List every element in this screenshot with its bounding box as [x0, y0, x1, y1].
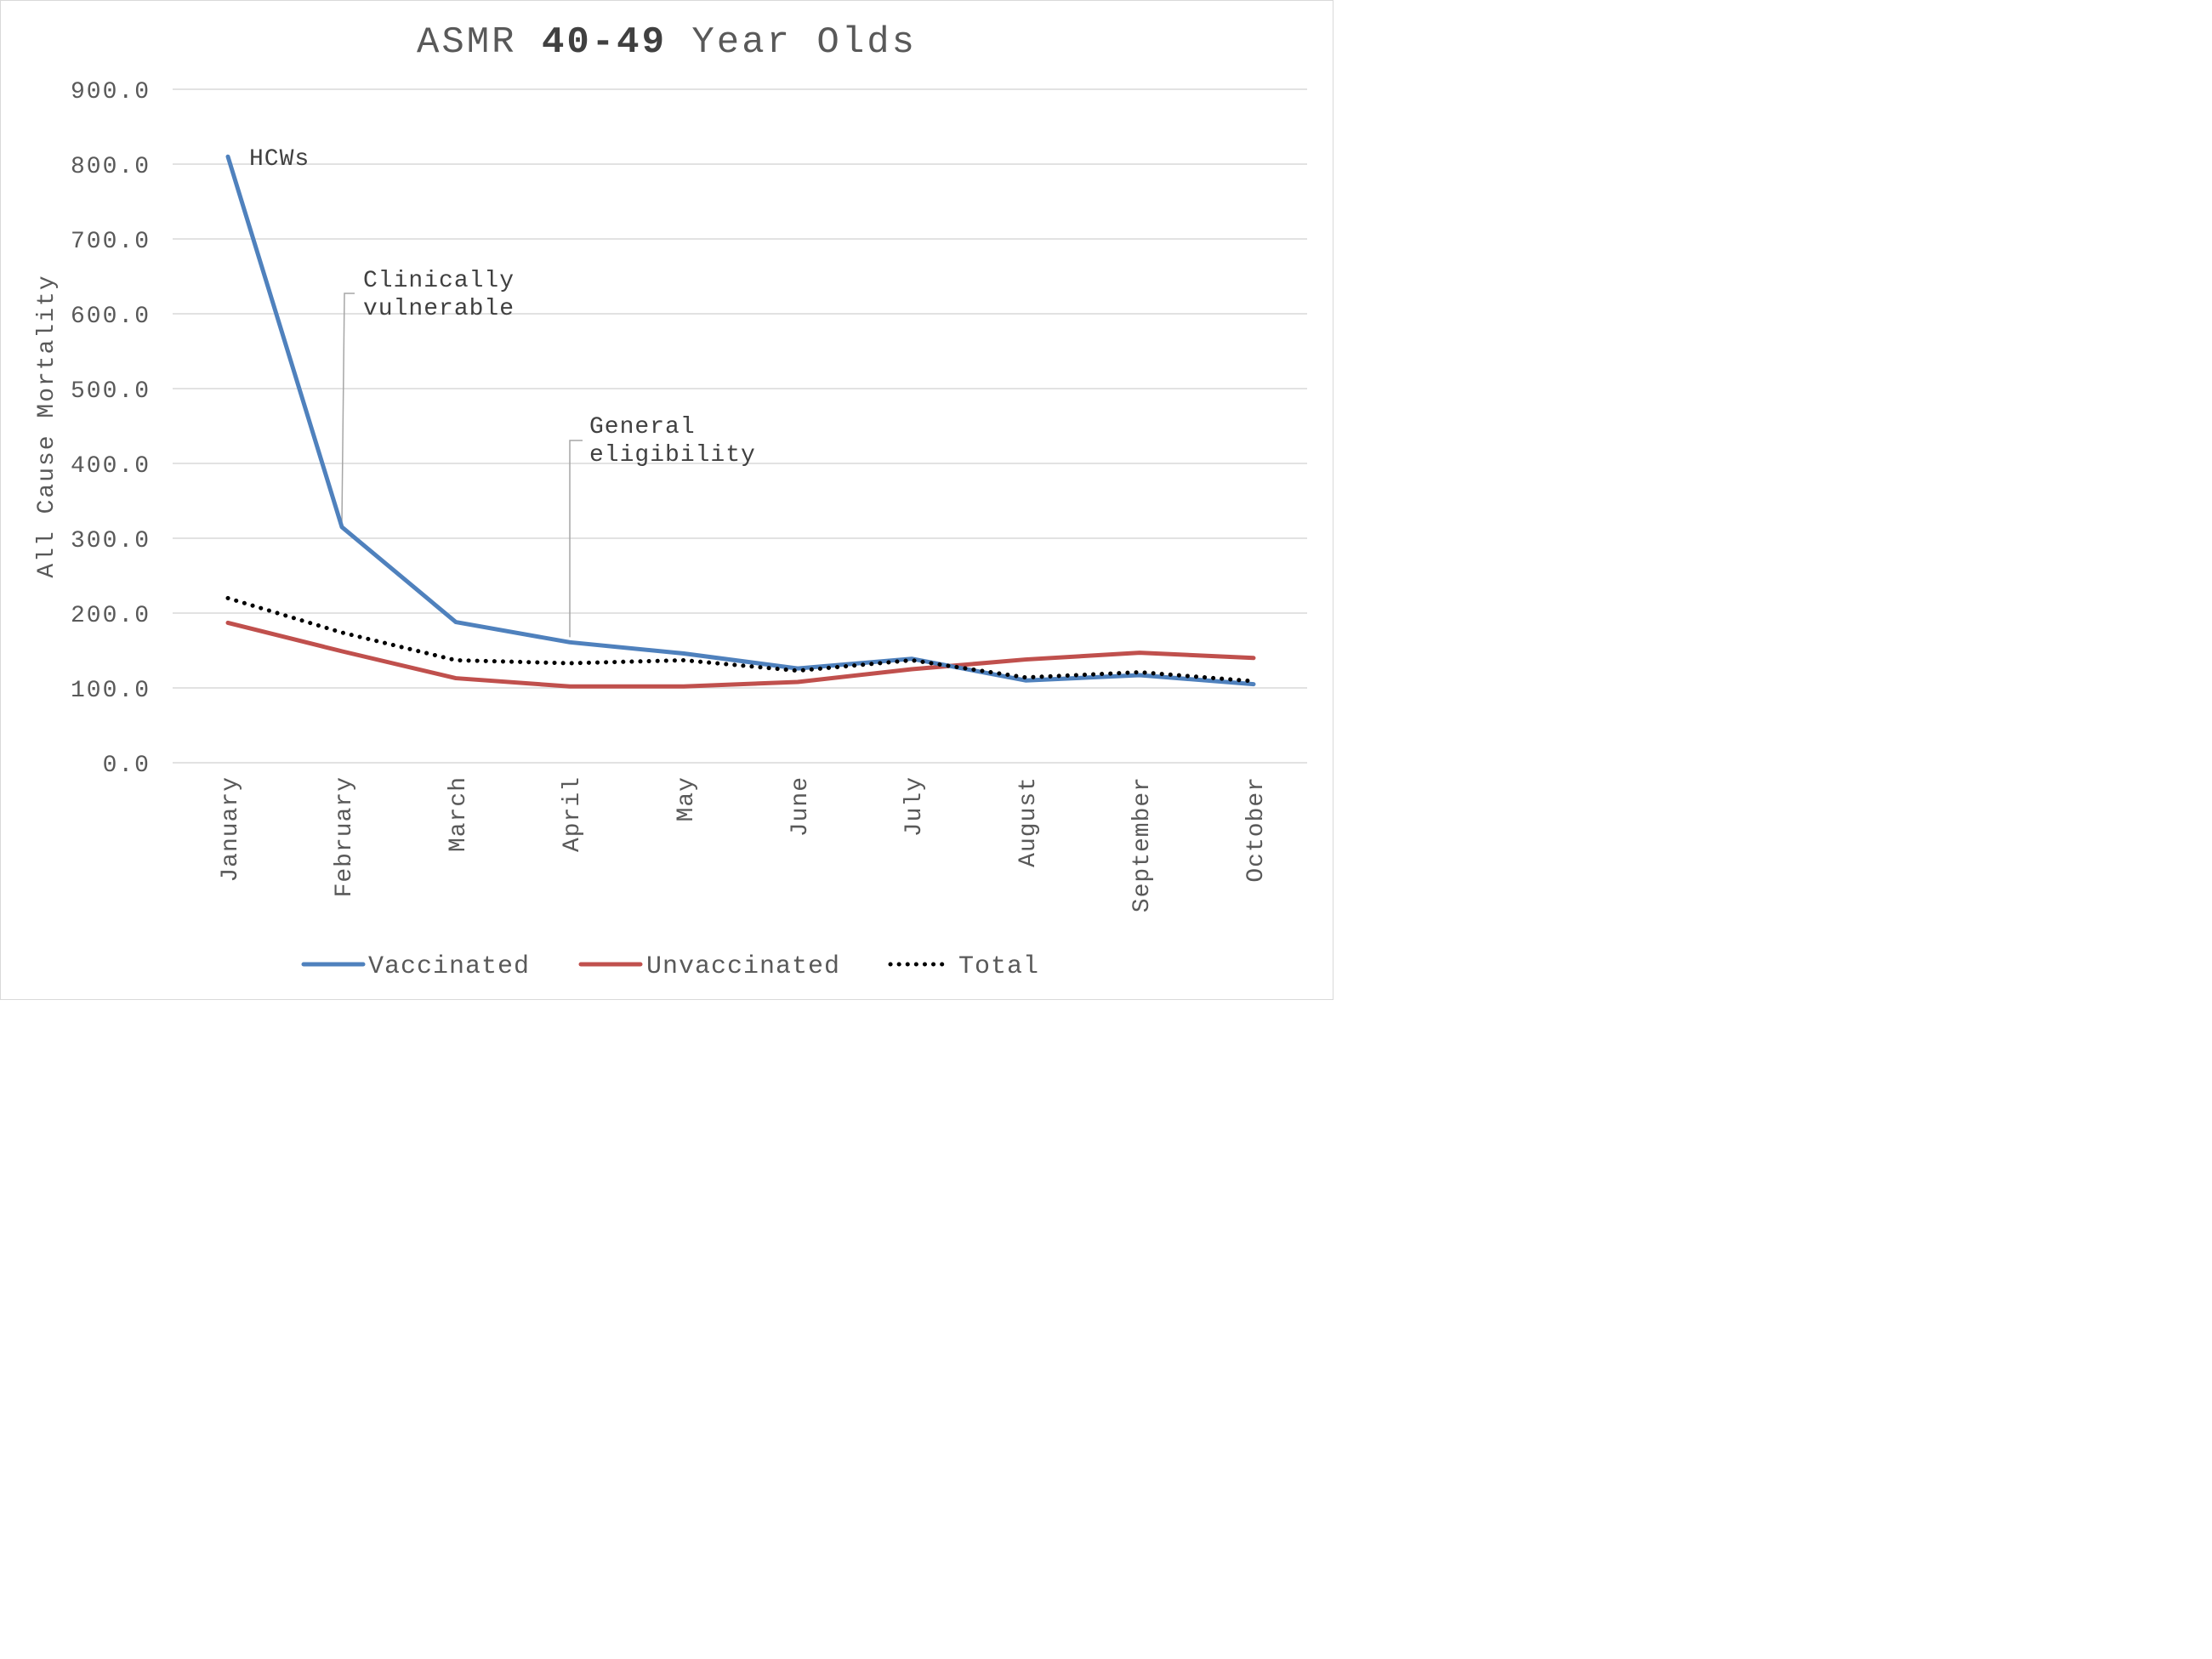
x-tick-label: May — [674, 776, 700, 821]
x-axis-ticks: January February March April May June July Augu… — [218, 776, 1270, 912]
line-chart: ASMR 40-49 Year Olds 0.0 100.0 200.0 300.0 4… — [34, 21, 1307, 981]
annotation-label: HCWs — [249, 146, 310, 173]
series-line-total — [225, 595, 1256, 684]
series-line-vaccinated — [225, 154, 1256, 687]
x-tick-label: March — [446, 776, 472, 852]
legend-item-total: Total — [888, 952, 1039, 981]
x-tick-label: October — [1243, 776, 1270, 883]
annotation-leader-line — [341, 293, 355, 522]
annotation-label: Clinically vulnerable — [363, 268, 515, 322]
y-tick-label: 900.0 — [71, 79, 151, 105]
y-tick-label: 500.0 — [71, 378, 151, 405]
x-tick-label: June — [788, 776, 814, 837]
x-tick-label: July — [901, 776, 928, 837]
x-tick-label: September — [1129, 776, 1156, 912]
chart-title-age-range: 40-49 — [542, 21, 667, 64]
chart-title: ASMR 40-49 Year Olds — [417, 21, 917, 64]
x-tick-label: August — [1015, 776, 1042, 867]
legend-label: Unvaccinated — [646, 952, 840, 981]
y-tick-label: 200.0 — [71, 603, 151, 629]
legend-item-unvaccinated: Unvaccinated — [578, 952, 840, 981]
legend: Vaccinated Unvaccinated Total — [301, 952, 1039, 981]
y-tick-label: 100.0 — [71, 678, 151, 704]
y-tick-label: 600.0 — [71, 304, 151, 330]
gridlines — [173, 88, 1307, 764]
legend-item-vaccinated: Vaccinated — [301, 952, 530, 981]
annotation-line: vulnerable — [363, 296, 515, 322]
y-tick-label: 300.0 — [71, 528, 151, 554]
series-lines — [225, 154, 1256, 689]
series-line-unvaccinated — [225, 620, 1256, 689]
chart-title-suffix: Year Olds — [667, 21, 917, 64]
y-tick-label: 400.0 — [71, 453, 151, 480]
annotations: HCWs Clinically vulnerable General eligibili… — [249, 146, 756, 638]
x-tick-label: February — [332, 776, 358, 897]
annotation-line: Clinically — [363, 268, 515, 294]
annotation-label: General eligibility — [589, 414, 756, 469]
annotation-line: General — [589, 414, 696, 440]
y-tick-label: 0.0 — [103, 753, 151, 779]
legend-label: Vaccinated — [368, 952, 530, 981]
annotation-leader-line — [569, 440, 583, 638]
chart-title-prefix: ASMR — [417, 21, 542, 64]
legend-label: Total — [958, 952, 1039, 981]
x-tick-label: April — [560, 776, 586, 852]
x-tick-label: January — [218, 776, 244, 883]
y-tick-label: 700.0 — [71, 229, 151, 255]
y-tick-label: 800.0 — [71, 154, 151, 180]
y-axis-ticks: 0.0 100.0 200.0 300.0 400.0 500.0 600.0 700.0 80… — [71, 79, 151, 779]
y-axis-label: All Cause Mortality — [34, 274, 60, 577]
annotation-line: eligibility — [589, 442, 756, 469]
annotation-line: HCWs — [249, 146, 310, 173]
chart-frame: ASMR 40-49 Year Olds 0.0 100.0 200.0 300.0 4… — [0, 0, 1333, 1000]
